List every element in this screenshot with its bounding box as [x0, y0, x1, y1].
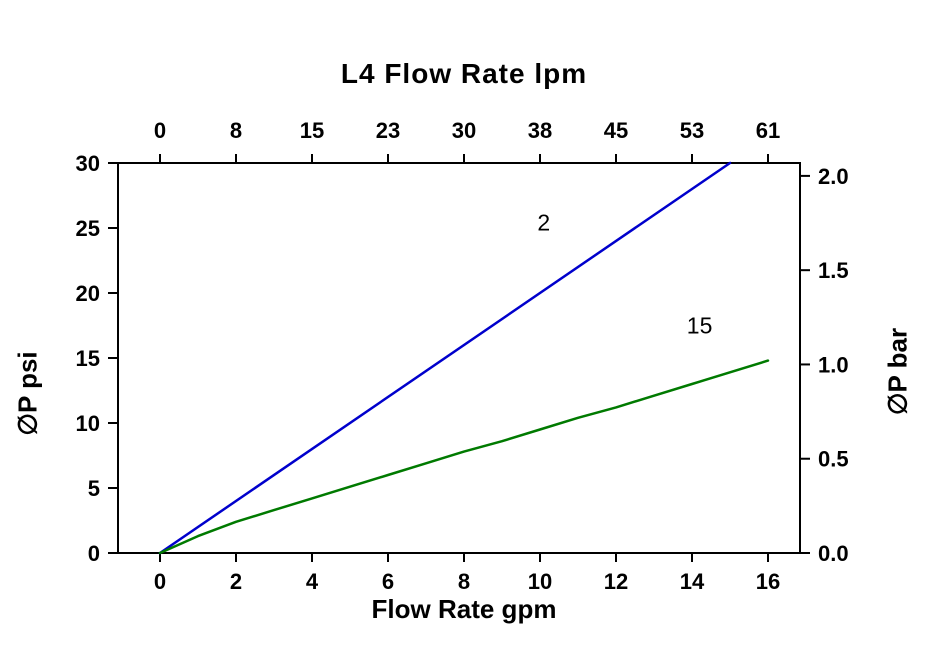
bottom-axis-tick-label: 16: [756, 569, 780, 594]
series-label-15: 15: [687, 312, 713, 338]
left-axis-tick-label: 10: [76, 411, 100, 436]
top-axis-tick-label: 0: [154, 118, 166, 143]
bottom-axis-tick-label: 8: [458, 569, 470, 594]
left-axis-tick-label: 25: [76, 216, 100, 241]
series-label-2: 2: [537, 210, 550, 236]
top-axis-tick-label: 61: [756, 118, 780, 143]
left-axis-tick-label: 5: [88, 476, 100, 501]
left-axis-tick-label: 30: [76, 151, 100, 176]
left-axis-tick-label: 15: [76, 346, 100, 371]
bottom-axis-tick-label: 14: [680, 569, 705, 594]
y-axis-label-right: ∅P bar: [882, 327, 913, 416]
series-line-15: [158, 359, 770, 555]
series-line-2: [158, 161, 732, 555]
right-axis-tick-label: 0.0: [818, 541, 849, 566]
top-axis-tick-label: 38: [528, 118, 552, 143]
bottom-axis-tick-label: 12: [604, 569, 628, 594]
bottom-axis-tick-label: 2: [230, 569, 242, 594]
plot-frame: [117, 162, 801, 554]
top-axis-tick-label: 23: [376, 118, 400, 143]
right-axis-tick-label: 1.0: [818, 352, 849, 377]
bottom-axis-tick-label: 0: [154, 569, 166, 594]
right-axis-tick-label: 1.5: [818, 258, 849, 283]
top-axis-tick-label: 15: [300, 118, 324, 143]
bottom-axis-tick-label: 6: [382, 569, 394, 594]
left-axis-tick-label: 0: [88, 541, 100, 566]
bottom-axis-tick-label: 4: [306, 569, 319, 594]
bottom-axis-tick-label: 10: [528, 569, 552, 594]
top-axis-tick-label: 8: [230, 118, 242, 143]
y-axis-label-left: ∅P psi: [12, 351, 43, 436]
top-axis-tick-label: 30: [452, 118, 476, 143]
right-axis-tick-label: 2.0: [818, 164, 849, 189]
left-axis-tick-label: 20: [76, 281, 100, 306]
right-axis-tick-label: 0.5: [818, 447, 849, 472]
x-axis-label-bottom: Flow Rate gpm: [371, 594, 557, 624]
top-axis-tick-label: 53: [680, 118, 704, 143]
chart-title-top-axis-label: L4 Flow Rate lpm: [340, 58, 588, 89]
top-axis-tick-label: 45: [604, 118, 628, 143]
